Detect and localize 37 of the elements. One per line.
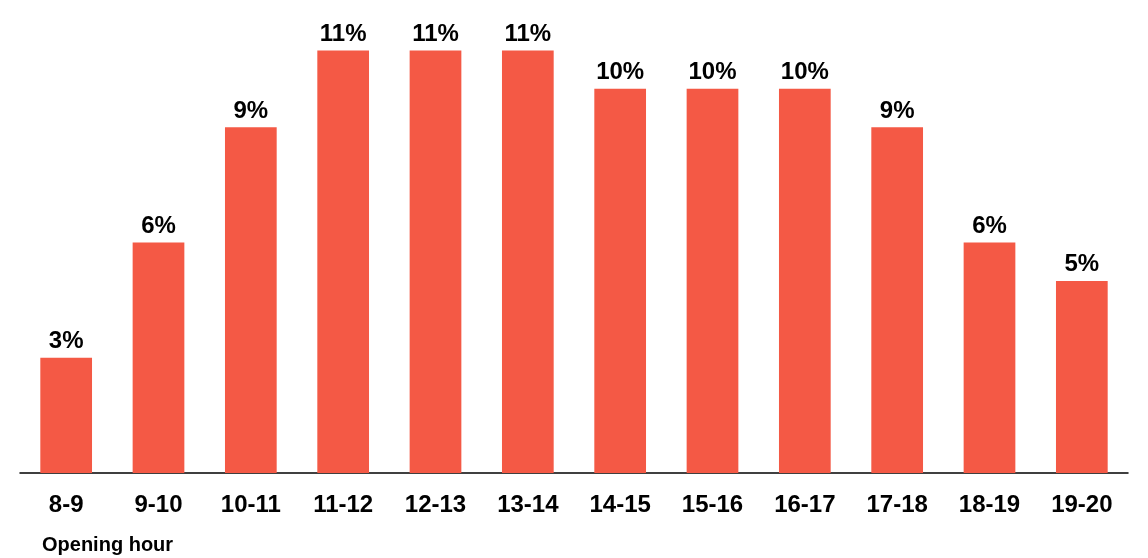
x-tick-label: 10-11 xyxy=(220,489,281,517)
x-tick-label: 14-15 xyxy=(589,489,651,517)
data-label: 9% xyxy=(233,95,269,123)
x-tick-label: 8-9 xyxy=(48,489,84,517)
bar xyxy=(501,50,554,473)
x-tick-label: 13-14 xyxy=(497,489,560,517)
data-label: 3% xyxy=(48,326,84,354)
x-tick-label: 17-18 xyxy=(866,489,928,517)
bar xyxy=(594,88,647,473)
data-label: 11% xyxy=(504,18,552,46)
bar xyxy=(317,50,370,473)
bar xyxy=(686,88,739,473)
data-label: 11% xyxy=(412,18,459,46)
x-tick-label: 12-13 xyxy=(404,489,467,517)
x-tick-label: 15-16 xyxy=(681,489,744,517)
bar xyxy=(224,127,277,473)
bar xyxy=(409,50,462,473)
data-label: 10% xyxy=(780,57,829,85)
data-label: 5% xyxy=(1064,249,1100,277)
bar xyxy=(963,242,1016,473)
x-tick-label: 11-12 xyxy=(313,489,374,517)
data-label: 11% xyxy=(319,18,367,46)
bar xyxy=(778,88,831,473)
data-label: 6% xyxy=(972,211,1007,238)
data-label: 9% xyxy=(879,95,915,123)
data-label: 6% xyxy=(141,211,176,238)
bar xyxy=(40,357,93,473)
data-label: 10% xyxy=(596,57,645,85)
x-tick-label: 19-20 xyxy=(1051,489,1113,517)
data-label: 10% xyxy=(688,57,737,85)
x-tick-label: 18-19 xyxy=(958,489,1021,517)
x-tick-label: 9-10 xyxy=(134,489,183,517)
bar xyxy=(871,127,924,473)
bar xyxy=(1055,280,1108,473)
x-tick-label: 16-17 xyxy=(774,489,836,517)
x-axis-title: Opening hour xyxy=(42,533,174,555)
bar xyxy=(132,242,185,473)
